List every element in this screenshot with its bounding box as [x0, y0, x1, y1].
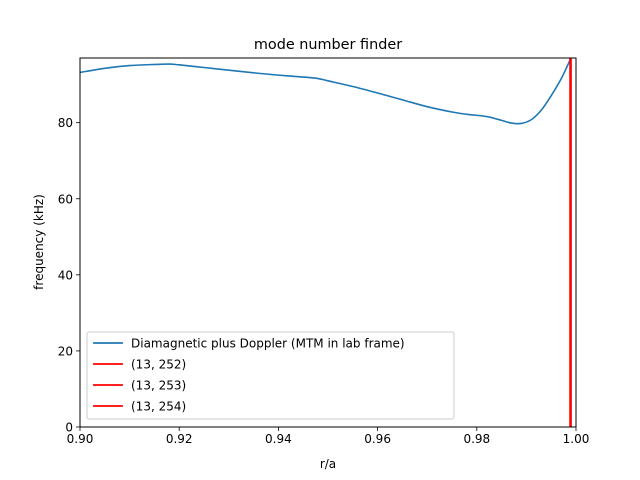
x-tick-label: 0.92	[166, 432, 193, 446]
x-axis-label: r/a	[320, 457, 336, 471]
y-axis-label: frequency (kHz)	[32, 194, 46, 290]
x-axis: 0.90 0.92 0.94 0.96 0.98 1.00	[67, 427, 590, 446]
legend-label-13-253: (13, 253)	[131, 379, 186, 393]
chart-title: mode number finder	[254, 37, 402, 53]
x-tick-label: 0.90	[67, 432, 94, 446]
y-tick-label: 60	[58, 192, 73, 206]
x-tick-label: 0.96	[364, 432, 391, 446]
x-tick-label: 1.00	[563, 432, 590, 446]
x-tick-label: 0.98	[463, 432, 490, 446]
series-curve-diamagnetic-doppler	[80, 58, 572, 125]
y-tick-label: 0	[65, 421, 73, 435]
x-tick-label: 0.94	[265, 432, 292, 446]
legend: Diamagnetic plus Doppler (MTM in lab fra…	[86, 331, 455, 420]
y-axis: 0 20 40 60 80	[58, 116, 80, 435]
y-tick-label: 40	[58, 268, 73, 282]
series-layer	[80, 58, 572, 427]
legend-label-curve: Diamagnetic plus Doppler (MTM in lab fra…	[131, 337, 405, 351]
axes-frame	[79, 57, 577, 428]
legend-label-13-252: (13, 252)	[131, 358, 186, 372]
legend-box	[86, 331, 455, 420]
y-tick-label: 80	[58, 116, 73, 130]
legend-label-13-254: (13, 254)	[131, 400, 186, 414]
y-tick-label: 20	[58, 344, 73, 358]
